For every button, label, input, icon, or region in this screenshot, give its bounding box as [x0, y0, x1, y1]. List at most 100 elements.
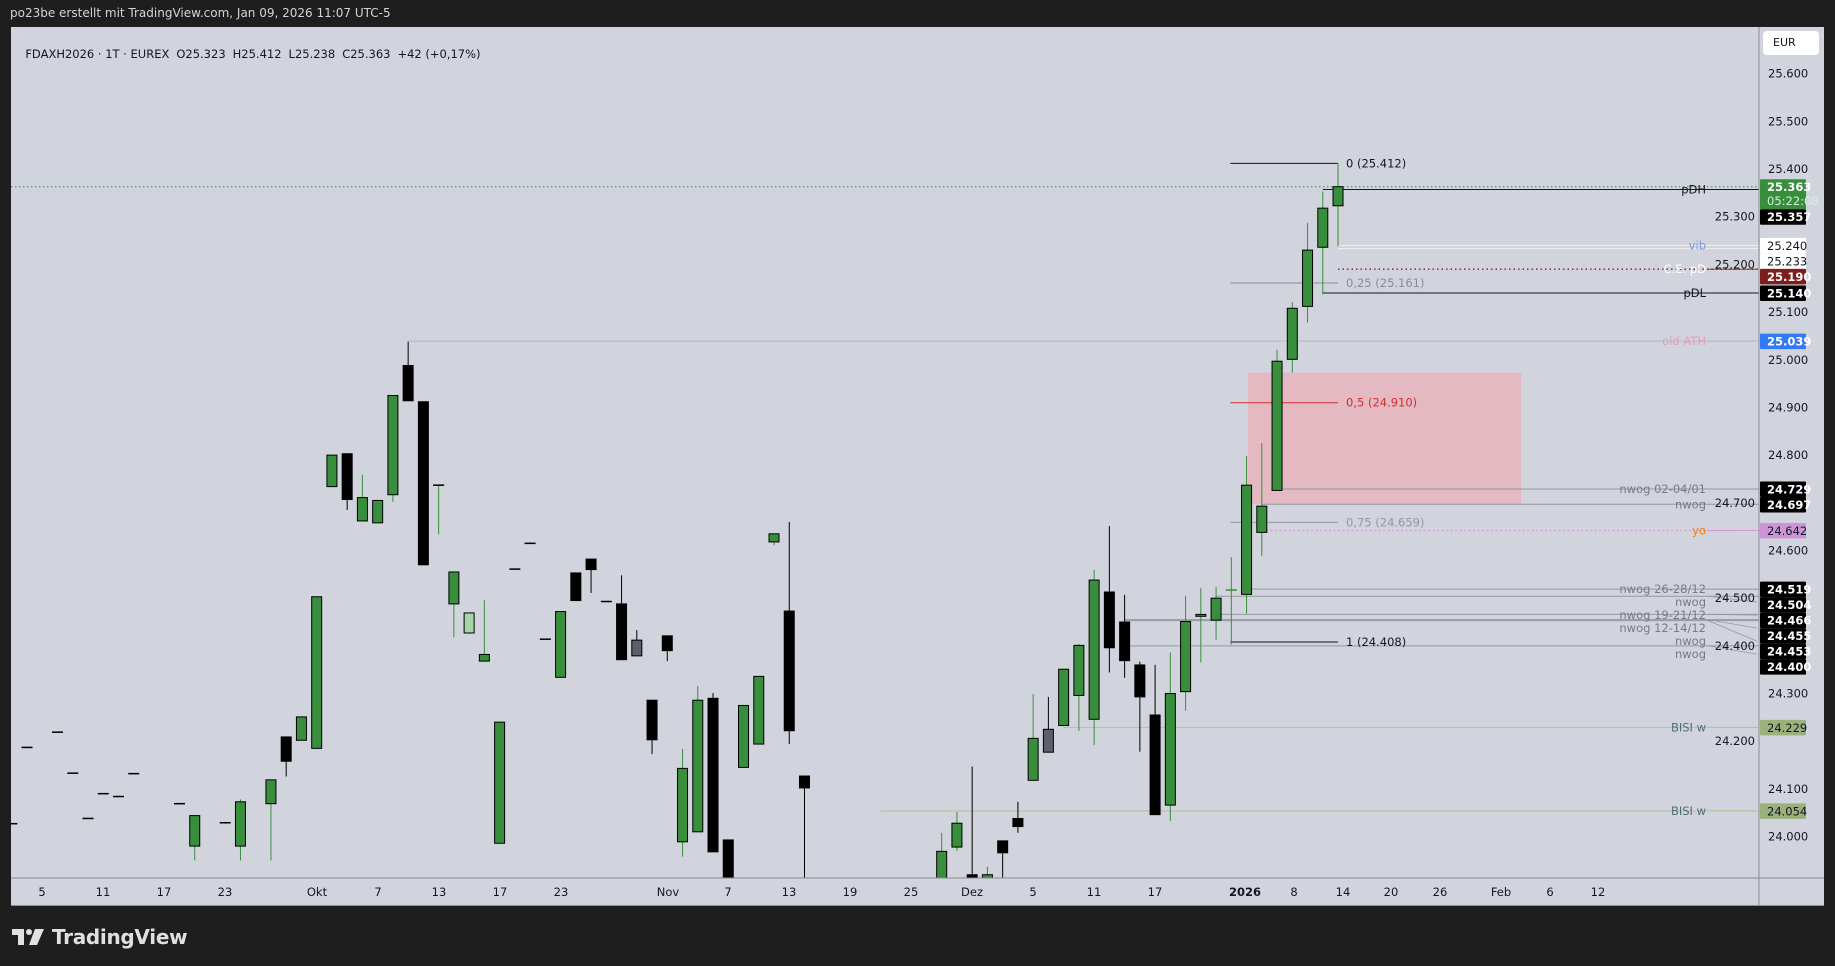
candle[interactable]: [1103, 526, 1115, 673]
legend-change: +42 (+0,17%): [397, 47, 481, 61]
candle[interactable]: [372, 499, 384, 524]
candle[interactable]: [387, 395, 399, 502]
candle[interactable]: [1256, 443, 1268, 556]
candle[interactable]: [570, 572, 582, 602]
candle[interactable]: [1164, 652, 1176, 821]
candle-body: [997, 840, 1009, 854]
candle[interactable]: [616, 575, 628, 661]
candle[interactable]: [646, 699, 658, 755]
candle[interactable]: [1302, 222, 1314, 323]
candle[interactable]: [1088, 570, 1100, 746]
candle[interactable]: [265, 779, 277, 861]
candle[interactable]: [173, 802, 185, 805]
candle[interactable]: [1332, 163, 1344, 247]
candle[interactable]: [82, 817, 94, 820]
price-tick-label: 24.800: [1768, 448, 1808, 462]
candle[interactable]: [677, 748, 689, 857]
candle[interactable]: [951, 811, 963, 851]
candle[interactable]: [1317, 191, 1329, 295]
candle[interactable]: [753, 675, 765, 745]
candle-body: [173, 802, 185, 805]
candle[interactable]: [661, 635, 673, 662]
candle[interactable]: [707, 693, 719, 853]
candle[interactable]: [311, 596, 323, 749]
candle[interactable]: [219, 822, 231, 824]
candle[interactable]: [21, 746, 33, 749]
candle[interactable]: [97, 792, 109, 795]
candle[interactable]: [539, 638, 551, 640]
candle[interactable]: [1195, 588, 1207, 663]
candle[interactable]: [555, 611, 567, 678]
candle[interactable]: [1058, 668, 1070, 726]
candle[interactable]: [128, 772, 140, 775]
candle[interactable]: [798, 775, 810, 884]
candle[interactable]: [692, 685, 704, 833]
price-label-bg: [1760, 179, 1806, 210]
level-label: nwog: [1675, 647, 1706, 661]
candle[interactable]: [1271, 349, 1283, 491]
candle[interactable]: [768, 533, 780, 546]
candle[interactable]: [6, 822, 18, 825]
candle[interactable]: [280, 736, 292, 777]
level-label-leader: [1707, 619, 1758, 629]
candle[interactable]: [1286, 302, 1298, 373]
price-label-bg: [1760, 597, 1806, 613]
candle[interactable]: [1027, 694, 1039, 781]
candle[interactable]: [1180, 595, 1192, 711]
price-axis-label: 24.229: [1760, 719, 1807, 736]
candle[interactable]: [52, 731, 64, 733]
candle[interactable]: [463, 612, 475, 634]
candle-body: [11, 822, 18, 825]
candle[interactable]: [433, 484, 445, 535]
candle-body: [113, 795, 125, 798]
candle[interactable]: [738, 704, 750, 768]
candle[interactable]: [448, 571, 460, 638]
candle[interactable]: [356, 474, 368, 522]
candle[interactable]: [494, 721, 506, 844]
candle[interactable]: [1225, 557, 1237, 645]
candle[interactable]: [189, 815, 201, 861]
legend-high: H25.412: [232, 47, 282, 61]
candle[interactable]: [295, 716, 307, 741]
legend-close: C25.363: [342, 47, 391, 61]
candle[interactable]: [585, 558, 597, 593]
candle[interactable]: [966, 766, 978, 884]
tradingview-logo[interactable]: TradingView: [12, 924, 188, 950]
candle[interactable]: [234, 799, 246, 861]
logo-text: TradingView: [52, 925, 188, 949]
candle[interactable]: [631, 630, 643, 657]
candle[interactable]: [402, 341, 414, 402]
candle[interactable]: [981, 866, 993, 885]
price-label-text: 25.190: [1767, 270, 1811, 284]
candle[interactable]: [997, 840, 1009, 884]
symbol-info[interactable]: FDAXH2026 · 1T · EUREX: [25, 47, 170, 61]
candle[interactable]: [1119, 594, 1131, 678]
candle[interactable]: [783, 521, 795, 745]
candle[interactable]: [509, 568, 521, 570]
level-label: nwog: [1675, 595, 1706, 609]
candle[interactable]: [1042, 696, 1054, 753]
candle[interactable]: [1149, 664, 1161, 816]
candle[interactable]: [113, 795, 125, 798]
candle[interactable]: [936, 832, 948, 884]
candle[interactable]: [1073, 643, 1085, 731]
candle[interactable]: [1134, 661, 1146, 752]
candle-body: [616, 603, 628, 661]
candle[interactable]: [600, 600, 612, 603]
candle[interactable]: [326, 454, 338, 488]
candle[interactable]: [1012, 801, 1024, 833]
candle[interactable]: [478, 600, 490, 662]
price-axis-label: 25.039: [1760, 333, 1811, 350]
candle[interactable]: [1241, 456, 1253, 614]
candle[interactable]: [67, 772, 79, 774]
candle[interactable]: [722, 839, 734, 884]
candle[interactable]: [417, 401, 429, 566]
currency-button[interactable]: EUR: [1763, 31, 1819, 55]
candle[interactable]: [524, 542, 536, 545]
candle[interactable]: [341, 453, 353, 510]
time-tick-label: Nov: [657, 885, 680, 899]
candle[interactable]: [1210, 587, 1222, 640]
candle-body: [555, 611, 567, 678]
chart-pane[interactable]: [11, 27, 1824, 905]
